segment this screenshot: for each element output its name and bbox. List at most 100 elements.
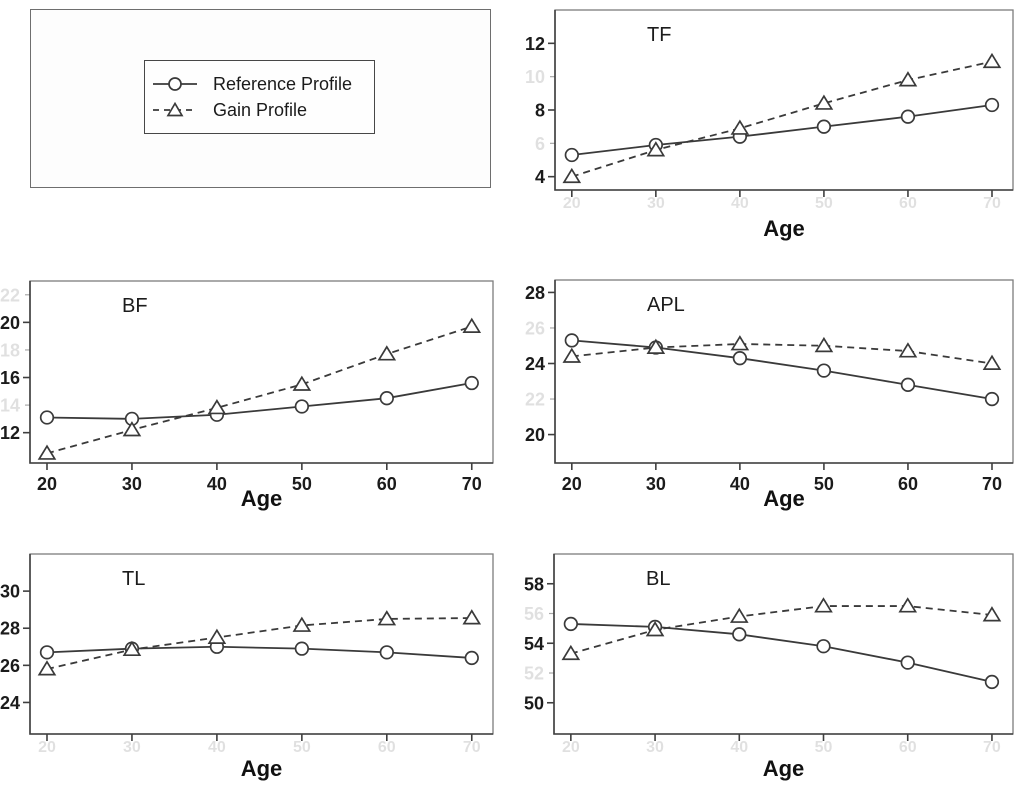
bl-gain-profile-marker-triangle bbox=[982, 606, 1002, 622]
bl-gain-profile-marker-triangle bbox=[729, 607, 749, 623]
apl-reference-profile-marker-circle bbox=[816, 363, 832, 378]
tl-y-axis: 24 26 28 30 bbox=[0, 582, 30, 713]
apl-gain-profile-marker-triangle bbox=[982, 354, 1002, 370]
tl-x-faint-label: 70 bbox=[463, 739, 481, 756]
apl-gain-profile-series bbox=[562, 335, 1002, 370]
tf-x-axis: 20 30 40 50 60 70 bbox=[563, 190, 1001, 212]
bl-gain-profile-line bbox=[570, 605, 993, 655]
bf-reference-profile-line bbox=[46, 382, 472, 420]
tf-gain-profile-marker-triangle bbox=[562, 167, 582, 184]
tl-y-tick-label: 24 bbox=[0, 693, 20, 713]
legend-box: Reference Profile Gain Profile bbox=[144, 60, 375, 134]
apl-plot-box bbox=[554, 279, 1014, 464]
apl-gain-profile-marker-triangle bbox=[730, 335, 750, 351]
tf-reference-profile-marker-circle bbox=[564, 147, 579, 163]
bf-gain-profile-marker-triangle bbox=[377, 345, 397, 361]
bf-y-axis: 12 16 20 14 18 22 bbox=[0, 285, 30, 443]
bf-gain-profile-marker-triangle bbox=[37, 444, 57, 460]
apl-x-axis: 20 30 40 50 60 70 bbox=[562, 463, 1002, 494]
bf-gain-profile-series bbox=[37, 317, 482, 460]
apl-reference-profile-marker-circle bbox=[900, 377, 916, 392]
apl-title: APL bbox=[647, 294, 685, 316]
bl-x-faint-label: 50 bbox=[815, 739, 833, 756]
apl-reference-profile-line bbox=[571, 339, 993, 400]
bl-reference-profile-marker-circle bbox=[900, 655, 915, 670]
apl-y-faint-label: 26 bbox=[525, 318, 545, 338]
bl-gain-profile-marker-triangle bbox=[561, 644, 581, 661]
tl-x-faint-label: 40 bbox=[208, 739, 226, 756]
bf-reference-profile-marker-circle bbox=[379, 391, 394, 406]
bf-axis-lines bbox=[29, 281, 493, 464]
tl-y-tick-label: 30 bbox=[0, 582, 20, 602]
tf-reference-profile-marker-circle bbox=[984, 97, 1000, 113]
bl-y-axis: 50 54 58 52 56 bbox=[524, 574, 554, 713]
tl-gain-profile-marker-triangle bbox=[122, 640, 142, 657]
bl-xlabel-age: Age bbox=[763, 756, 805, 781]
tf-x-faint-label: 70 bbox=[983, 195, 1001, 212]
tf-gain-profile-marker-triangle bbox=[646, 141, 666, 157]
tf-y-tick-label: 4 bbox=[535, 167, 545, 187]
tl-title: TL bbox=[122, 568, 145, 590]
bf-gain-profile-line bbox=[46, 325, 473, 455]
apl-y-tick-label: 20 bbox=[525, 425, 545, 445]
tf-gain-profile-marker-triangle bbox=[982, 52, 1002, 69]
apl-reference-profile-marker-circle bbox=[984, 391, 1000, 407]
apl-reference-profile-marker-circle bbox=[564, 333, 579, 348]
bl-reference-profile-marker-circle bbox=[563, 616, 578, 632]
tl-gain-profile-line bbox=[46, 617, 472, 670]
bl-x-faint-label: 30 bbox=[646, 739, 664, 756]
tl-axis-lines bbox=[29, 554, 493, 735]
legend-item-gain-profile: Gain Profile bbox=[152, 99, 374, 121]
chart-panel-bl: 50 54 58 52 56 20 30 40 50 60 70 BL Age bbox=[512, 540, 1024, 786]
apl-x-tick-label: 70 bbox=[982, 474, 1002, 494]
chart-panel-apl: 20 24 28 22 26 20 30 40 50 60 70 APL Age bbox=[512, 270, 1024, 520]
tl-gain-profile-marker-triangle bbox=[37, 660, 57, 676]
tf-title: TF bbox=[647, 24, 671, 46]
tl-reference-profile-marker-circle bbox=[294, 641, 310, 656]
tl-x-faint-label: 50 bbox=[293, 739, 311, 756]
tl-reference-profile-series bbox=[39, 639, 479, 666]
tf-reference-profile-series bbox=[564, 97, 1000, 163]
tf-x-faint-label: 30 bbox=[647, 195, 665, 212]
bl-axis-lines bbox=[553, 554, 1013, 735]
bf-y-tick-label: 16 bbox=[0, 368, 20, 388]
tf-axis-lines bbox=[554, 10, 1013, 191]
bl-gain-profile-marker-triangle bbox=[898, 597, 918, 613]
apl-x-tick-label: 20 bbox=[562, 474, 582, 494]
tf-y-axis: 4 8 12 6 10 bbox=[525, 34, 555, 187]
tl-gain-profile-marker-triangle bbox=[292, 616, 312, 632]
tl-reference-profile-marker-circle bbox=[464, 650, 479, 666]
apl-gain-profile-line bbox=[571, 343, 993, 365]
apl-y-axis: 20 24 28 22 26 bbox=[525, 283, 555, 445]
apl-x-tick-label: 40 bbox=[730, 474, 750, 494]
bf-gain-profile-marker-triangle bbox=[207, 399, 227, 415]
apl-xlabel-age: Age bbox=[763, 486, 805, 511]
bl-title: BL bbox=[646, 568, 670, 590]
tf-y-faint-label: 10 bbox=[525, 67, 545, 87]
bl-gain-profile-series bbox=[561, 597, 1002, 661]
chart-panel-tf: 4 8 12 6 10 20 30 40 50 60 70 TF Age bbox=[512, 0, 1024, 250]
tf-gain-profile-line bbox=[571, 60, 993, 178]
bl-x-axis: 20 30 40 50 60 70 bbox=[562, 734, 1001, 756]
bl-gain-profile-marker-triangle bbox=[814, 597, 833, 613]
tl-y-tick-label: 26 bbox=[0, 656, 20, 676]
tf-reference-profile-line bbox=[571, 104, 993, 156]
bf-reference-profile-marker-circle bbox=[39, 410, 55, 425]
apl-y-tick-label: 24 bbox=[525, 354, 545, 374]
bf-x-axis: 20 30 40 50 60 70 bbox=[37, 463, 482, 494]
apl-gain-profile-marker-triangle bbox=[646, 338, 666, 354]
tf-xlabel-age: Age bbox=[763, 216, 805, 241]
bf-plot-box bbox=[29, 280, 494, 464]
bl-gain-profile-marker-triangle bbox=[645, 621, 665, 637]
tl-reference-profile-marker-circle bbox=[379, 645, 394, 660]
tf-reference-profile-marker-circle bbox=[900, 109, 916, 124]
bl-y-faint-label: 56 bbox=[524, 604, 544, 624]
apl-x-tick-label: 50 bbox=[814, 474, 834, 494]
bl-chart: 50 54 58 52 56 20 30 40 50 60 70 BL Age bbox=[524, 553, 1014, 781]
tf-x-faint-label: 60 bbox=[899, 195, 917, 212]
bf-title: BF bbox=[122, 295, 148, 317]
solid-line-circle-marker-icon bbox=[153, 77, 197, 91]
tl-gain-profile-marker-triangle bbox=[462, 609, 482, 625]
bf-y-faint-label: 14 bbox=[0, 396, 20, 416]
